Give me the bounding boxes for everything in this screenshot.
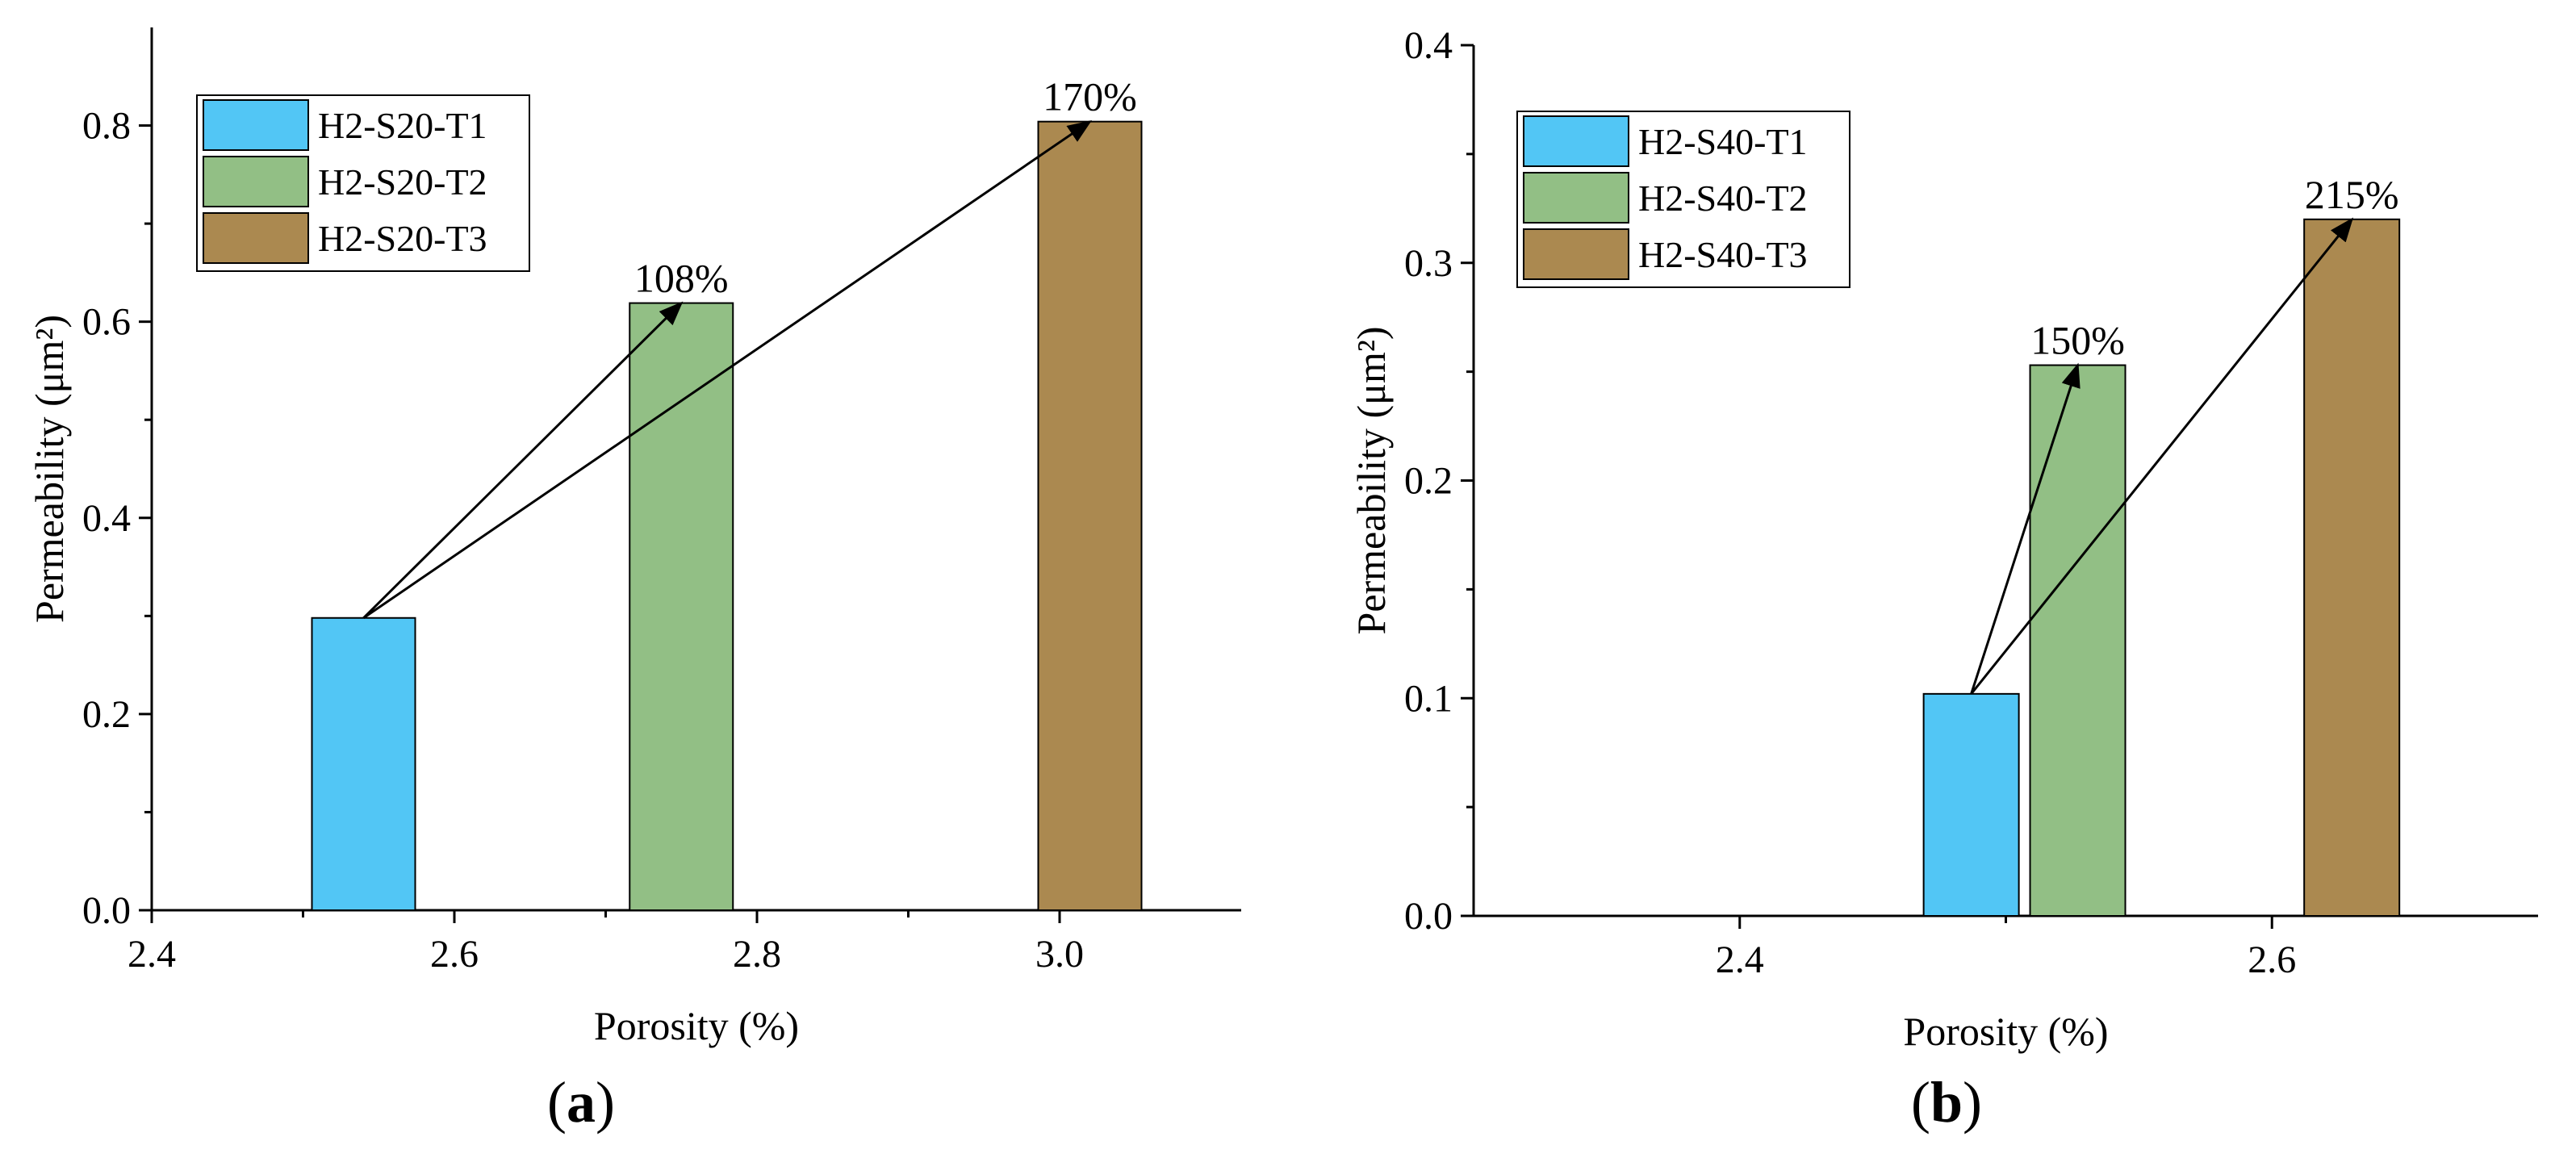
x-tick-label: 2.4 bbox=[1716, 938, 1764, 981]
x-axis-title: Porosity (%) bbox=[1903, 1009, 2108, 1054]
y-tick-label: 0.0 bbox=[1404, 895, 1453, 938]
x-tick-label: 2.4 bbox=[128, 933, 176, 976]
bar-h2-s40-t3 bbox=[2303, 218, 2401, 917]
y-tick-label: 0.3 bbox=[1404, 242, 1453, 285]
x-tick-label: 2.8 bbox=[733, 933, 781, 976]
legend-swatch bbox=[1523, 172, 1629, 224]
chart-panel-a: 0.0 0.2 0.4 0.6 0.8 2.4 2.6 2.8 3.0 Porosity (%) P… bbox=[27, 27, 1241, 1135]
legend-label: H2-S40-T3 bbox=[1638, 234, 1808, 275]
y-tick-label: 0.6 bbox=[82, 301, 131, 344]
annotation-arrow bbox=[1970, 362, 2080, 695]
bar-h2-s40-t2 bbox=[2029, 364, 2126, 917]
y-tick-label: 0.4 bbox=[82, 497, 131, 540]
y-tick-label: 0.0 bbox=[82, 889, 131, 932]
annotation-arrow bbox=[1970, 217, 2354, 695]
x-axis-title: Porosity (%) bbox=[594, 1003, 799, 1048]
annotation-label: 170% bbox=[1043, 74, 1137, 119]
legend-swatch bbox=[203, 99, 309, 151]
y-tick-label: 0.8 bbox=[82, 105, 131, 148]
annotation-label: 108% bbox=[634, 256, 729, 301]
x-tick-label: 3.0 bbox=[1035, 933, 1084, 976]
x-tick-label: 2.6 bbox=[2248, 938, 2296, 981]
y-tick-label: 0.2 bbox=[82, 693, 131, 736]
chart-panel-b: 0.0 0.1 0.2 0.3 0.4 2.4 2.6 Porosity (%) Permeab… bbox=[1349, 24, 2538, 1135]
panel-label: (a) bbox=[547, 1070, 615, 1135]
legend-swatch bbox=[1523, 115, 1629, 167]
x-tick-label: 2.6 bbox=[430, 933, 479, 976]
legend-label: H2-S40-T2 bbox=[1638, 178, 1808, 219]
annotation-label: 150% bbox=[2030, 318, 2125, 363]
y-tick-label: 0.2 bbox=[1404, 460, 1453, 503]
annotation-label: 215% bbox=[2305, 172, 2399, 217]
legend-label: H2-S40-T1 bbox=[1638, 121, 1808, 162]
y-axis-title: Permeability (μm²) bbox=[1349, 327, 1394, 635]
legend-swatch bbox=[203, 212, 309, 264]
legend-swatch bbox=[203, 156, 309, 207]
bar-h2-s20-t2 bbox=[629, 302, 734, 911]
legend-label: H2-S20-T3 bbox=[318, 218, 487, 259]
legend-swatch bbox=[1523, 228, 1629, 280]
panel-label: (b) bbox=[1911, 1070, 1982, 1135]
legend-label: H2-S20-T2 bbox=[318, 161, 487, 203]
legend-label: H2-S20-T1 bbox=[318, 105, 487, 146]
annotation-arrow bbox=[362, 120, 1092, 620]
y-tick-label: 0.1 bbox=[1404, 677, 1453, 720]
annotation-arrow bbox=[362, 301, 684, 619]
bar-h2-s40-t1 bbox=[1922, 692, 2020, 917]
bar-h2-s20-t3 bbox=[1037, 120, 1143, 911]
bar-h2-s20-t1 bbox=[311, 617, 416, 912]
y-axis-title: Permeability (μm²) bbox=[27, 315, 72, 623]
y-tick-label: 0.4 bbox=[1404, 24, 1453, 67]
